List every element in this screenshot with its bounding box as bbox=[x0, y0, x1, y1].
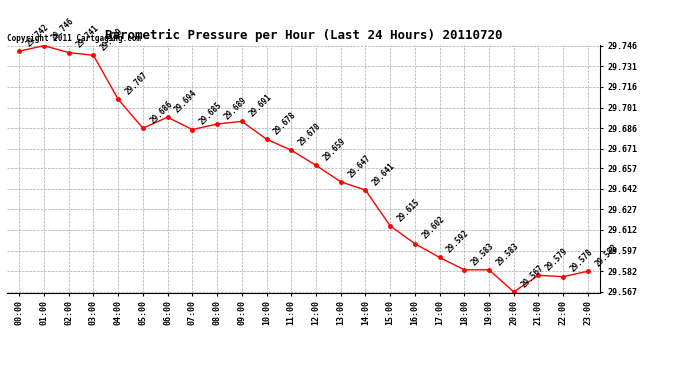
Text: 29.659: 29.659 bbox=[322, 136, 348, 162]
Text: 29.578: 29.578 bbox=[569, 248, 595, 274]
Text: 29.739: 29.739 bbox=[99, 27, 125, 52]
Text: 29.583: 29.583 bbox=[495, 241, 520, 267]
Text: 29.567: 29.567 bbox=[520, 263, 545, 289]
Text: 29.615: 29.615 bbox=[395, 197, 422, 223]
Text: 29.707: 29.707 bbox=[124, 70, 150, 96]
Text: 29.689: 29.689 bbox=[223, 95, 248, 121]
Text: 29.641: 29.641 bbox=[371, 161, 397, 187]
Text: 29.685: 29.685 bbox=[198, 101, 224, 127]
Title: Barometric Pressure per Hour (Last 24 Hours) 20110720: Barometric Pressure per Hour (Last 24 Ho… bbox=[105, 29, 502, 42]
Text: 29.670: 29.670 bbox=[297, 122, 323, 147]
Text: 29.691: 29.691 bbox=[247, 93, 273, 118]
Text: 29.579: 29.579 bbox=[544, 246, 570, 273]
Text: 29.583: 29.583 bbox=[470, 241, 496, 267]
Text: 29.686: 29.686 bbox=[148, 99, 175, 125]
Text: 29.746: 29.746 bbox=[50, 17, 75, 43]
Text: 29.741: 29.741 bbox=[75, 24, 100, 50]
Text: 29.694: 29.694 bbox=[173, 88, 199, 114]
Text: 29.678: 29.678 bbox=[272, 110, 298, 136]
Text: 29.592: 29.592 bbox=[445, 229, 471, 255]
Text: 29.647: 29.647 bbox=[346, 153, 372, 179]
Text: 29.582: 29.582 bbox=[593, 242, 620, 268]
Text: 29.742: 29.742 bbox=[25, 22, 51, 48]
Text: Copyright 2011 Cartgaging.com: Copyright 2011 Cartgaging.com bbox=[7, 33, 141, 42]
Text: 29.602: 29.602 bbox=[420, 215, 446, 241]
